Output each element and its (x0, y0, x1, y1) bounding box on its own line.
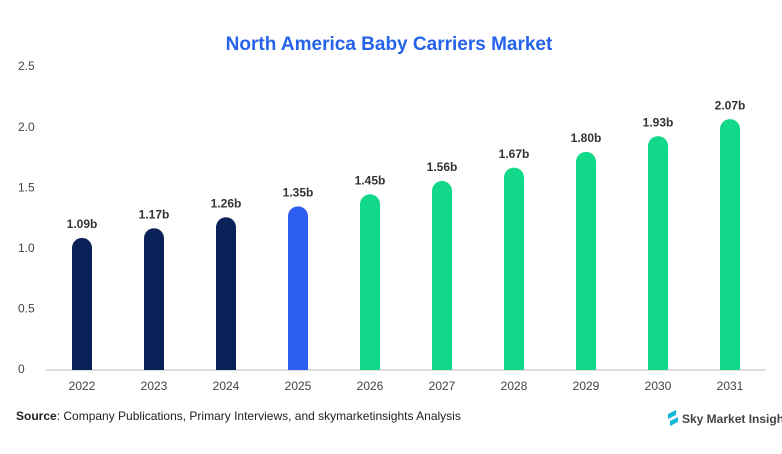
value-label: 1.67b (499, 147, 530, 161)
bar (648, 136, 668, 370)
x-tick-label: 2027 (429, 379, 456, 393)
brand-logo: Sky Market Insights (668, 410, 782, 426)
x-tick-label: 2031 (717, 379, 744, 393)
bar (432, 180, 452, 370)
x-tick-label: 2030 (645, 379, 672, 393)
bar (504, 167, 524, 370)
y-tick-label: 0 (18, 362, 25, 376)
value-label: 2.07b (715, 98, 746, 112)
value-label: 1.35b (283, 186, 314, 200)
y-tick-label: 1.5 (18, 180, 35, 194)
x-tick-label: 2022 (69, 379, 96, 393)
y-tick-label: 0.5 (18, 302, 35, 316)
value-label: 1.80b (571, 131, 602, 145)
y-tick-label: 2.5 (18, 59, 35, 73)
y-tick-label: 2.0 (18, 120, 35, 134)
bar (144, 228, 164, 370)
source-text: : Company Publications, Primary Intervie… (57, 409, 461, 423)
x-tick-label: 2023 (141, 379, 168, 393)
bar (72, 237, 92, 370)
x-tick-label: 2024 (213, 379, 240, 393)
bar (720, 119, 740, 370)
chart-title: North America Baby Carriers Market (226, 34, 553, 55)
x-tick-label: 2029 (573, 379, 600, 393)
x-tick-label: 2026 (357, 379, 384, 393)
bar (576, 151, 596, 370)
y-tick-label: 1.0 (18, 241, 35, 255)
value-label: 1.17b (139, 207, 170, 221)
x-tick-label: 2025 (285, 379, 312, 393)
value-label: 1.93b (643, 115, 674, 129)
value-label: 1.45b (355, 173, 386, 187)
value-label: 1.09b (67, 217, 98, 231)
bar (360, 194, 380, 370)
bar (216, 217, 236, 370)
bar (288, 206, 308, 370)
brand-name: Sky Market Insights (682, 412, 782, 426)
x-tick-label: 2028 (501, 379, 528, 393)
value-label: 1.56b (427, 160, 458, 174)
source-label: Source (16, 409, 57, 423)
source: Source: Company Publications, Primary In… (16, 409, 461, 423)
value-label: 1.26b (211, 196, 242, 210)
